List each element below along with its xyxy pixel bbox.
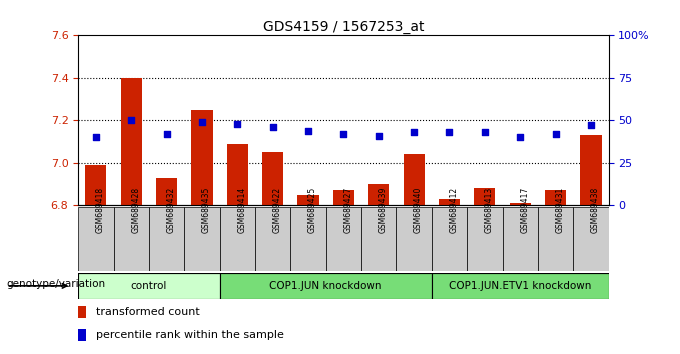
Text: GSM689439: GSM689439 [379, 187, 388, 234]
Point [232, 121, 243, 127]
Bar [432, 207, 467, 271]
Point [126, 118, 137, 123]
Bar [85, 165, 107, 205]
Point [479, 130, 490, 135]
Text: GSM689440: GSM689440 [414, 187, 423, 234]
Bar [368, 184, 390, 205]
Bar [78, 207, 114, 271]
Point [267, 124, 278, 130]
Point [90, 135, 101, 140]
Bar [120, 78, 142, 205]
Text: GSM689412: GSM689412 [449, 187, 458, 233]
Text: control: control [131, 281, 167, 291]
Text: GSM689432: GSM689432 [167, 187, 175, 233]
Bar [114, 207, 149, 271]
Text: GSM689431: GSM689431 [556, 187, 564, 233]
Bar [474, 188, 496, 205]
Title: GDS4159 / 1567253_at: GDS4159 / 1567253_at [262, 21, 424, 34]
Point [161, 131, 172, 137]
Text: GSM689425: GSM689425 [308, 187, 317, 233]
Text: COP1.JUN.ETV1 knockdown: COP1.JUN.ETV1 knockdown [449, 281, 592, 291]
Bar [361, 207, 396, 271]
Bar [226, 144, 248, 205]
Text: GSM689428: GSM689428 [131, 187, 140, 233]
Bar [78, 306, 86, 318]
Bar [439, 199, 460, 205]
Bar [326, 207, 361, 271]
Point [303, 128, 313, 133]
Bar [432, 273, 609, 299]
Point [550, 131, 561, 137]
Text: GSM689422: GSM689422 [273, 187, 282, 233]
Text: COP1.JUN knockdown: COP1.JUN knockdown [269, 281, 382, 291]
Bar [220, 273, 432, 299]
Bar [545, 190, 566, 205]
Text: GSM689414: GSM689414 [237, 187, 246, 233]
Text: GSM689417: GSM689417 [520, 187, 529, 233]
Bar [290, 207, 326, 271]
Bar [255, 207, 290, 271]
Text: GSM689438: GSM689438 [591, 187, 600, 233]
Bar [220, 207, 255, 271]
Bar [509, 203, 531, 205]
Point [409, 130, 420, 135]
Bar [184, 207, 220, 271]
Point [515, 135, 526, 140]
Bar [403, 154, 425, 205]
Bar [396, 207, 432, 271]
Bar [262, 152, 284, 205]
Bar [149, 207, 184, 271]
Bar [503, 207, 538, 271]
Text: transformed count: transformed count [96, 307, 199, 318]
Point [338, 131, 349, 137]
Bar [297, 195, 319, 205]
Point [444, 130, 455, 135]
Point [585, 122, 596, 128]
Point [197, 119, 207, 125]
Text: GSM689418: GSM689418 [96, 187, 105, 233]
Bar [573, 207, 609, 271]
Bar [333, 190, 354, 205]
Point [373, 133, 384, 138]
Bar [538, 207, 573, 271]
Bar [467, 207, 503, 271]
Bar [78, 329, 86, 341]
Text: percentile rank within the sample: percentile rank within the sample [96, 330, 284, 341]
Text: genotype/variation: genotype/variation [7, 279, 106, 289]
Bar [191, 110, 213, 205]
Bar [580, 135, 602, 205]
Text: GSM689427: GSM689427 [343, 187, 352, 233]
Bar [156, 178, 177, 205]
Text: GSM689435: GSM689435 [202, 187, 211, 234]
Bar [78, 273, 220, 299]
Text: GSM689413: GSM689413 [485, 187, 494, 233]
